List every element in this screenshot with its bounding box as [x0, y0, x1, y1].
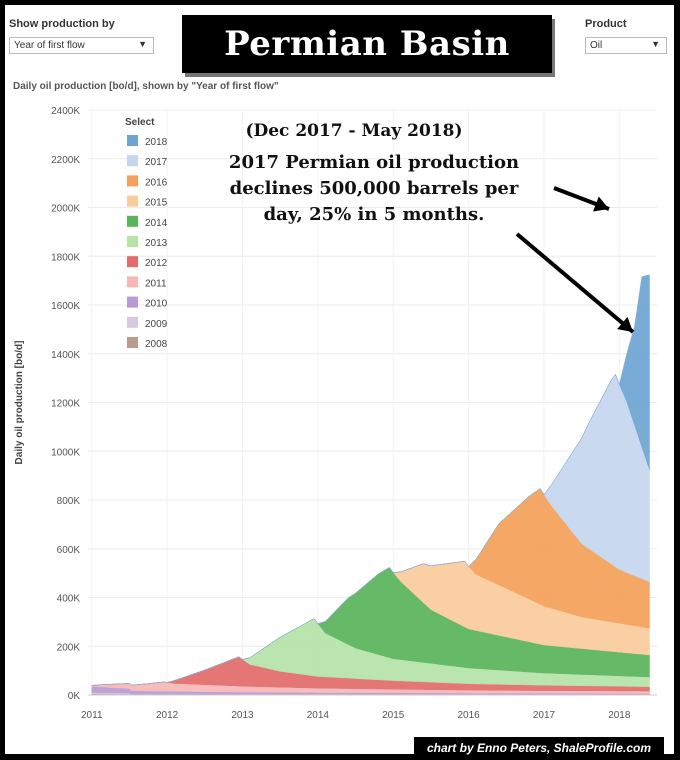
annotation-line1: (Dec 2017 - May 2018) [245, 121, 463, 141]
legend-swatch-2017[interactable] [127, 155, 138, 167]
axis-layer: 0K 200K 400K 600K 800K 1000K 1200K 1400K 1600K 18… [14, 106, 657, 721]
y-tick-label: 2400K [51, 106, 80, 117]
chart-svg: 0K 200K 400K 600K 800K 1000K 1200K 1400K 1600K 18… [14, 106, 657, 721]
show-production-dropdown[interactable]: Year of first flow ▼ [9, 37, 154, 54]
y-tick-label: 200K [57, 642, 81, 653]
arrow-to-peak-head [593, 196, 609, 212]
title-banner: Permian Basin [182, 15, 552, 73]
legend[interactable]: Select 2018 2017 2016 2015 2014 2013 2012 2011 20… [125, 117, 168, 350]
legend-swatch-2018[interactable] [127, 135, 138, 146]
legend-label-2012[interactable]: 2012 [145, 258, 168, 269]
product-value: Oil [590, 40, 603, 51]
legend-swatch-2016[interactable] [127, 175, 138, 187]
y-tick-label: 600K [57, 545, 81, 556]
y-tick-label: 1400K [51, 350, 80, 361]
x-tick-label: 2017 [533, 710, 556, 721]
legend-label-2010[interactable]: 2010 [145, 299, 168, 310]
arrow-to-decline-head [617, 316, 633, 332]
annotation-line4: day, 25% in 5 months. [263, 204, 485, 225]
x-tick-label: 2011 [81, 710, 103, 721]
legend-label-2016[interactable]: 2016 [145, 177, 168, 188]
legend-label-2014[interactable]: 2014 [145, 218, 168, 229]
legend-label-2018[interactable]: 2018 [145, 137, 168, 148]
y-axis-label: Daily oil production [bo/d] [14, 341, 25, 465]
legend-swatch-2014[interactable] [127, 215, 138, 227]
legend-label-2017[interactable]: 2017 [145, 157, 168, 168]
legend-swatch-2012[interactable] [127, 256, 138, 268]
y-tick-label: 1000K [51, 447, 80, 458]
legend-label-2015[interactable]: 2015 [145, 198, 168, 209]
x-tick-label: 2012 [156, 710, 179, 721]
y-tick-label: 800K [57, 496, 81, 507]
chart-credit: chart by Enno Peters, ShaleProfile.com [414, 737, 664, 758]
arrow-to-decline [515, 232, 635, 334]
annotation-line2: 2017 Permian oil production [228, 152, 520, 173]
x-tick-label: 2016 [457, 710, 480, 721]
show-production-label: Show production by [9, 18, 115, 30]
legend-swatch-2013[interactable] [127, 236, 138, 247]
y-tick-label: 1600K [51, 301, 80, 312]
x-tick-label: 2015 [382, 710, 405, 721]
page-title: Permian Basin [224, 24, 510, 64]
legend-label-2008[interactable]: 2008 [145, 339, 168, 350]
legend-label-2011[interactable]: 2011 [145, 278, 167, 289]
legend-label-2013[interactable]: 2013 [145, 238, 168, 249]
x-tick-label: 2013 [231, 710, 254, 721]
product-label: Product [585, 18, 627, 30]
y-tick-label: 1200K [51, 399, 80, 410]
legend-swatch-2009[interactable] [127, 316, 138, 328]
legend-swatch-2011[interactable] [127, 276, 138, 288]
y-tick-label: 400K [57, 594, 81, 605]
y-tick-label: 2200K [51, 155, 80, 166]
legend-title: Select [125, 117, 155, 128]
chart-panel: Show production by Year of first flow ▼ … [5, 5, 674, 754]
product-dropdown[interactable]: Oil ▼ [585, 37, 667, 54]
legend-swatch-2015[interactable] [127, 195, 138, 207]
y-tick-label: 1800K [51, 252, 80, 263]
chevron-down-icon: ▼ [651, 39, 660, 49]
annotation-line3: declines 500,000 barrels per [229, 178, 519, 199]
area-series-2018 [91, 274, 650, 686]
x-tick-label: 2018 [608, 710, 631, 721]
legend-label-2009[interactable]: 2009 [145, 319, 168, 330]
y-tick-label: 0K [68, 691, 81, 702]
legend-swatch-2010[interactable] [127, 296, 138, 308]
area-layer [91, 274, 650, 696]
chevron-down-icon: ▼ [138, 39, 147, 49]
y-tick-label: 2000K [51, 204, 80, 215]
legend-swatch-2008[interactable] [127, 337, 138, 348]
show-production-value: Year of first flow [14, 40, 85, 51]
x-tick-label: 2014 [307, 710, 330, 721]
chart-title: Daily oil production [bo/d], shown by "Y… [13, 81, 279, 92]
